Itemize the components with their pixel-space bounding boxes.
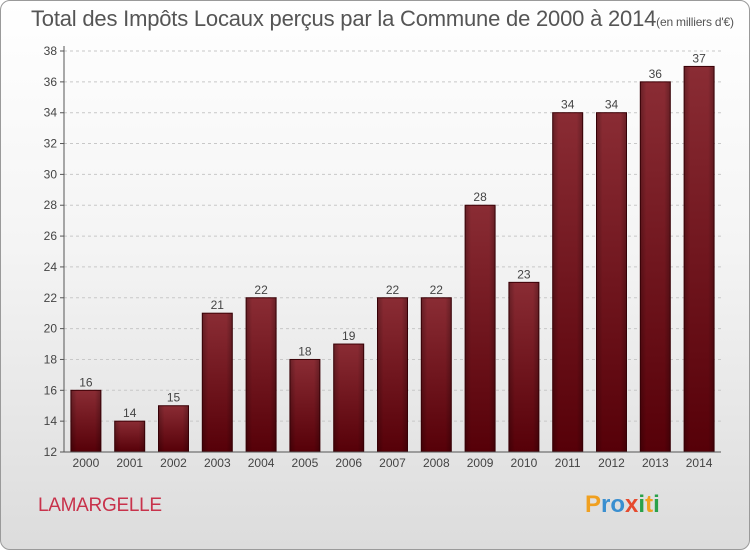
bar-shade xyxy=(421,297,452,452)
y-tick-label: 30 xyxy=(44,167,58,181)
y-tick-label: 20 xyxy=(44,322,58,336)
y-tick-label: 32 xyxy=(44,137,58,151)
x-tick-label: 2001 xyxy=(116,456,143,470)
y-tick-label: 34 xyxy=(44,106,58,120)
y-tick-label: 38 xyxy=(44,44,58,58)
bar-shade xyxy=(552,112,583,452)
data-label: 28 xyxy=(473,190,487,204)
y-tick-label: 16 xyxy=(44,383,58,397)
y-tick-label: 24 xyxy=(44,260,58,274)
bar-shade xyxy=(202,313,233,452)
bar-2014: 37 xyxy=(683,51,715,453)
y-tick-label: 28 xyxy=(44,198,58,212)
bar-2002: 15 xyxy=(158,391,189,453)
bar-2003: 21 xyxy=(201,298,233,453)
x-tick-label: 2003 xyxy=(204,456,231,470)
bar-2005: 18 xyxy=(289,344,321,453)
x-tick-label: 2011 xyxy=(555,456,581,470)
x-tick-label: 2002 xyxy=(160,456,187,470)
x-tick-label: 2013 xyxy=(642,456,669,470)
x-tick-label: 2000 xyxy=(73,456,100,470)
bar-2001: 14 xyxy=(114,406,146,453)
x-tick-label: 2012 xyxy=(598,456,625,470)
chart-title-text: Total des Impôts Locaux perçus par la Co… xyxy=(31,6,657,31)
bar-2006: 19 xyxy=(333,329,365,453)
bar-shade xyxy=(377,297,408,452)
bar-shade xyxy=(289,359,320,452)
y-tick-label: 12 xyxy=(44,445,58,459)
bar-shade xyxy=(465,205,496,452)
x-tick-label: 2004 xyxy=(248,456,275,470)
x-tick-label: 2010 xyxy=(511,456,538,470)
y-tick-label: 18 xyxy=(44,352,58,366)
data-label: 22 xyxy=(430,283,444,297)
bar-2000: 16 xyxy=(70,375,102,453)
bar-shade xyxy=(508,282,539,452)
bar-2007: 22 xyxy=(377,283,408,453)
data-label: 22 xyxy=(386,283,400,297)
bar-2009: 28 xyxy=(464,190,496,453)
data-label: 15 xyxy=(167,391,181,405)
bar-2010: 23 xyxy=(508,267,540,453)
bar-2004: 22 xyxy=(245,283,277,453)
bar-shade xyxy=(158,405,189,452)
data-label: 34 xyxy=(561,98,575,112)
bars: 16 14 15 21 22 18 19 22 22 28 23 34 34 36 37 xyxy=(70,51,715,453)
x-tick-label: 2009 xyxy=(467,456,494,470)
bar-2008: 22 xyxy=(420,283,452,453)
proxiti-logo: Proxiti xyxy=(585,491,660,518)
data-label: 37 xyxy=(692,51,706,65)
bar-shade xyxy=(684,66,715,452)
x-tick-label: 2006 xyxy=(335,456,362,470)
chart-title: Total des Impôts Locaux perçus par la Co… xyxy=(31,6,734,32)
x-tick-label: 2005 xyxy=(292,456,319,470)
x-tick-label: 2014 xyxy=(686,456,713,470)
data-label: 22 xyxy=(254,283,268,297)
x-tick-label: 2008 xyxy=(423,456,450,470)
data-label: 34 xyxy=(605,98,619,112)
data-label: 21 xyxy=(211,298,225,312)
axes: 12 14 16 18 20 22 24 26 28 30 32 34 36 38 2000 2001 2002… xyxy=(44,44,721,470)
bar-shade xyxy=(246,297,277,452)
data-label: 18 xyxy=(298,344,312,358)
data-label: 36 xyxy=(649,67,663,81)
chart-unit: (en milliers d'€) xyxy=(656,15,734,29)
bar-shade xyxy=(114,421,145,452)
y-tick-label: 14 xyxy=(44,414,58,428)
data-label: 23 xyxy=(517,267,531,281)
bar-shade xyxy=(333,344,364,452)
data-label: 16 xyxy=(79,375,93,389)
bar-shade xyxy=(70,390,101,452)
data-label: 14 xyxy=(123,406,137,420)
bar-2013: 36 xyxy=(639,67,671,453)
data-label: 19 xyxy=(342,329,356,343)
x-tick-label: 2007 xyxy=(379,456,406,470)
bar-shade xyxy=(640,81,671,452)
commune-name: LAMARGELLE xyxy=(38,495,162,516)
bar-shade xyxy=(596,112,627,452)
y-tick-label: 22 xyxy=(44,291,58,305)
bar-2011: 34 xyxy=(552,98,584,453)
y-tick-label: 36 xyxy=(44,75,58,89)
bar-2012: 34 xyxy=(596,98,627,453)
y-tick-label: 26 xyxy=(44,229,58,243)
